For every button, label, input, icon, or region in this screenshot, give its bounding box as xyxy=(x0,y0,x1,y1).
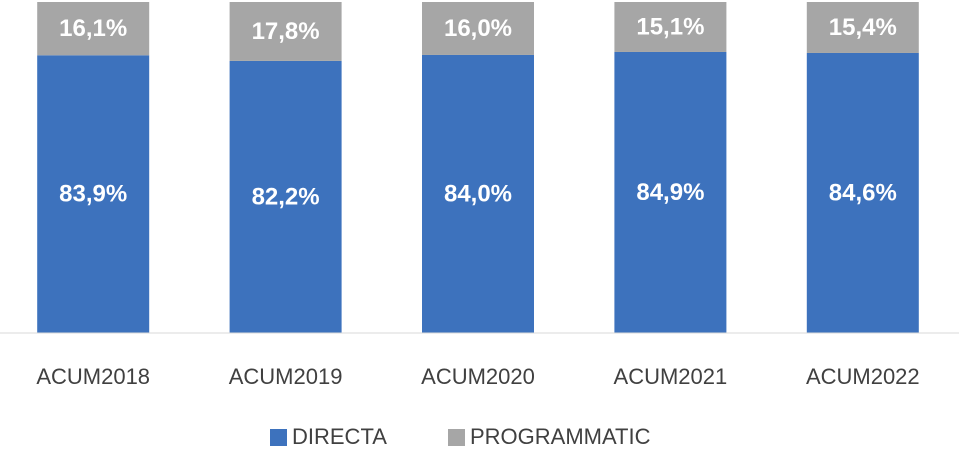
data-label: 84,0% xyxy=(444,180,512,207)
legend-label: PROGRAMMATIC xyxy=(470,424,651,449)
data-label: 16,0% xyxy=(444,15,512,42)
data-label: 17,8% xyxy=(252,18,320,45)
bar-segment xyxy=(229,2,342,61)
bar-segment xyxy=(806,52,919,333)
data-label: 84,6% xyxy=(829,179,897,206)
data-label: 16,1% xyxy=(59,15,127,42)
x-tick-label: ACUM2022 xyxy=(806,364,920,389)
bar-segment xyxy=(422,54,534,334)
data-label: 84,9% xyxy=(636,179,704,206)
bar-segment xyxy=(37,2,150,56)
bar-segment xyxy=(614,51,727,334)
x-tick-label: ACUM2020 xyxy=(421,364,535,389)
data-label: 15,1% xyxy=(636,13,704,40)
data-label: 82,2% xyxy=(252,183,320,210)
data-label: 15,4% xyxy=(829,14,897,41)
legend-swatch xyxy=(270,429,287,446)
bar-segment xyxy=(229,60,342,333)
bar-segment xyxy=(37,55,150,333)
x-tick-label: ACUM2019 xyxy=(229,364,343,389)
bar-segment xyxy=(614,2,727,52)
legend-label: DIRECTA xyxy=(292,424,387,449)
bar-segment xyxy=(422,2,534,55)
bar-segment xyxy=(806,2,919,53)
x-tick-label: ACUM2018 xyxy=(36,364,150,389)
legend-swatch xyxy=(448,429,465,446)
x-tick-label: ACUM2021 xyxy=(614,364,728,389)
data-label: 83,9% xyxy=(59,180,127,207)
